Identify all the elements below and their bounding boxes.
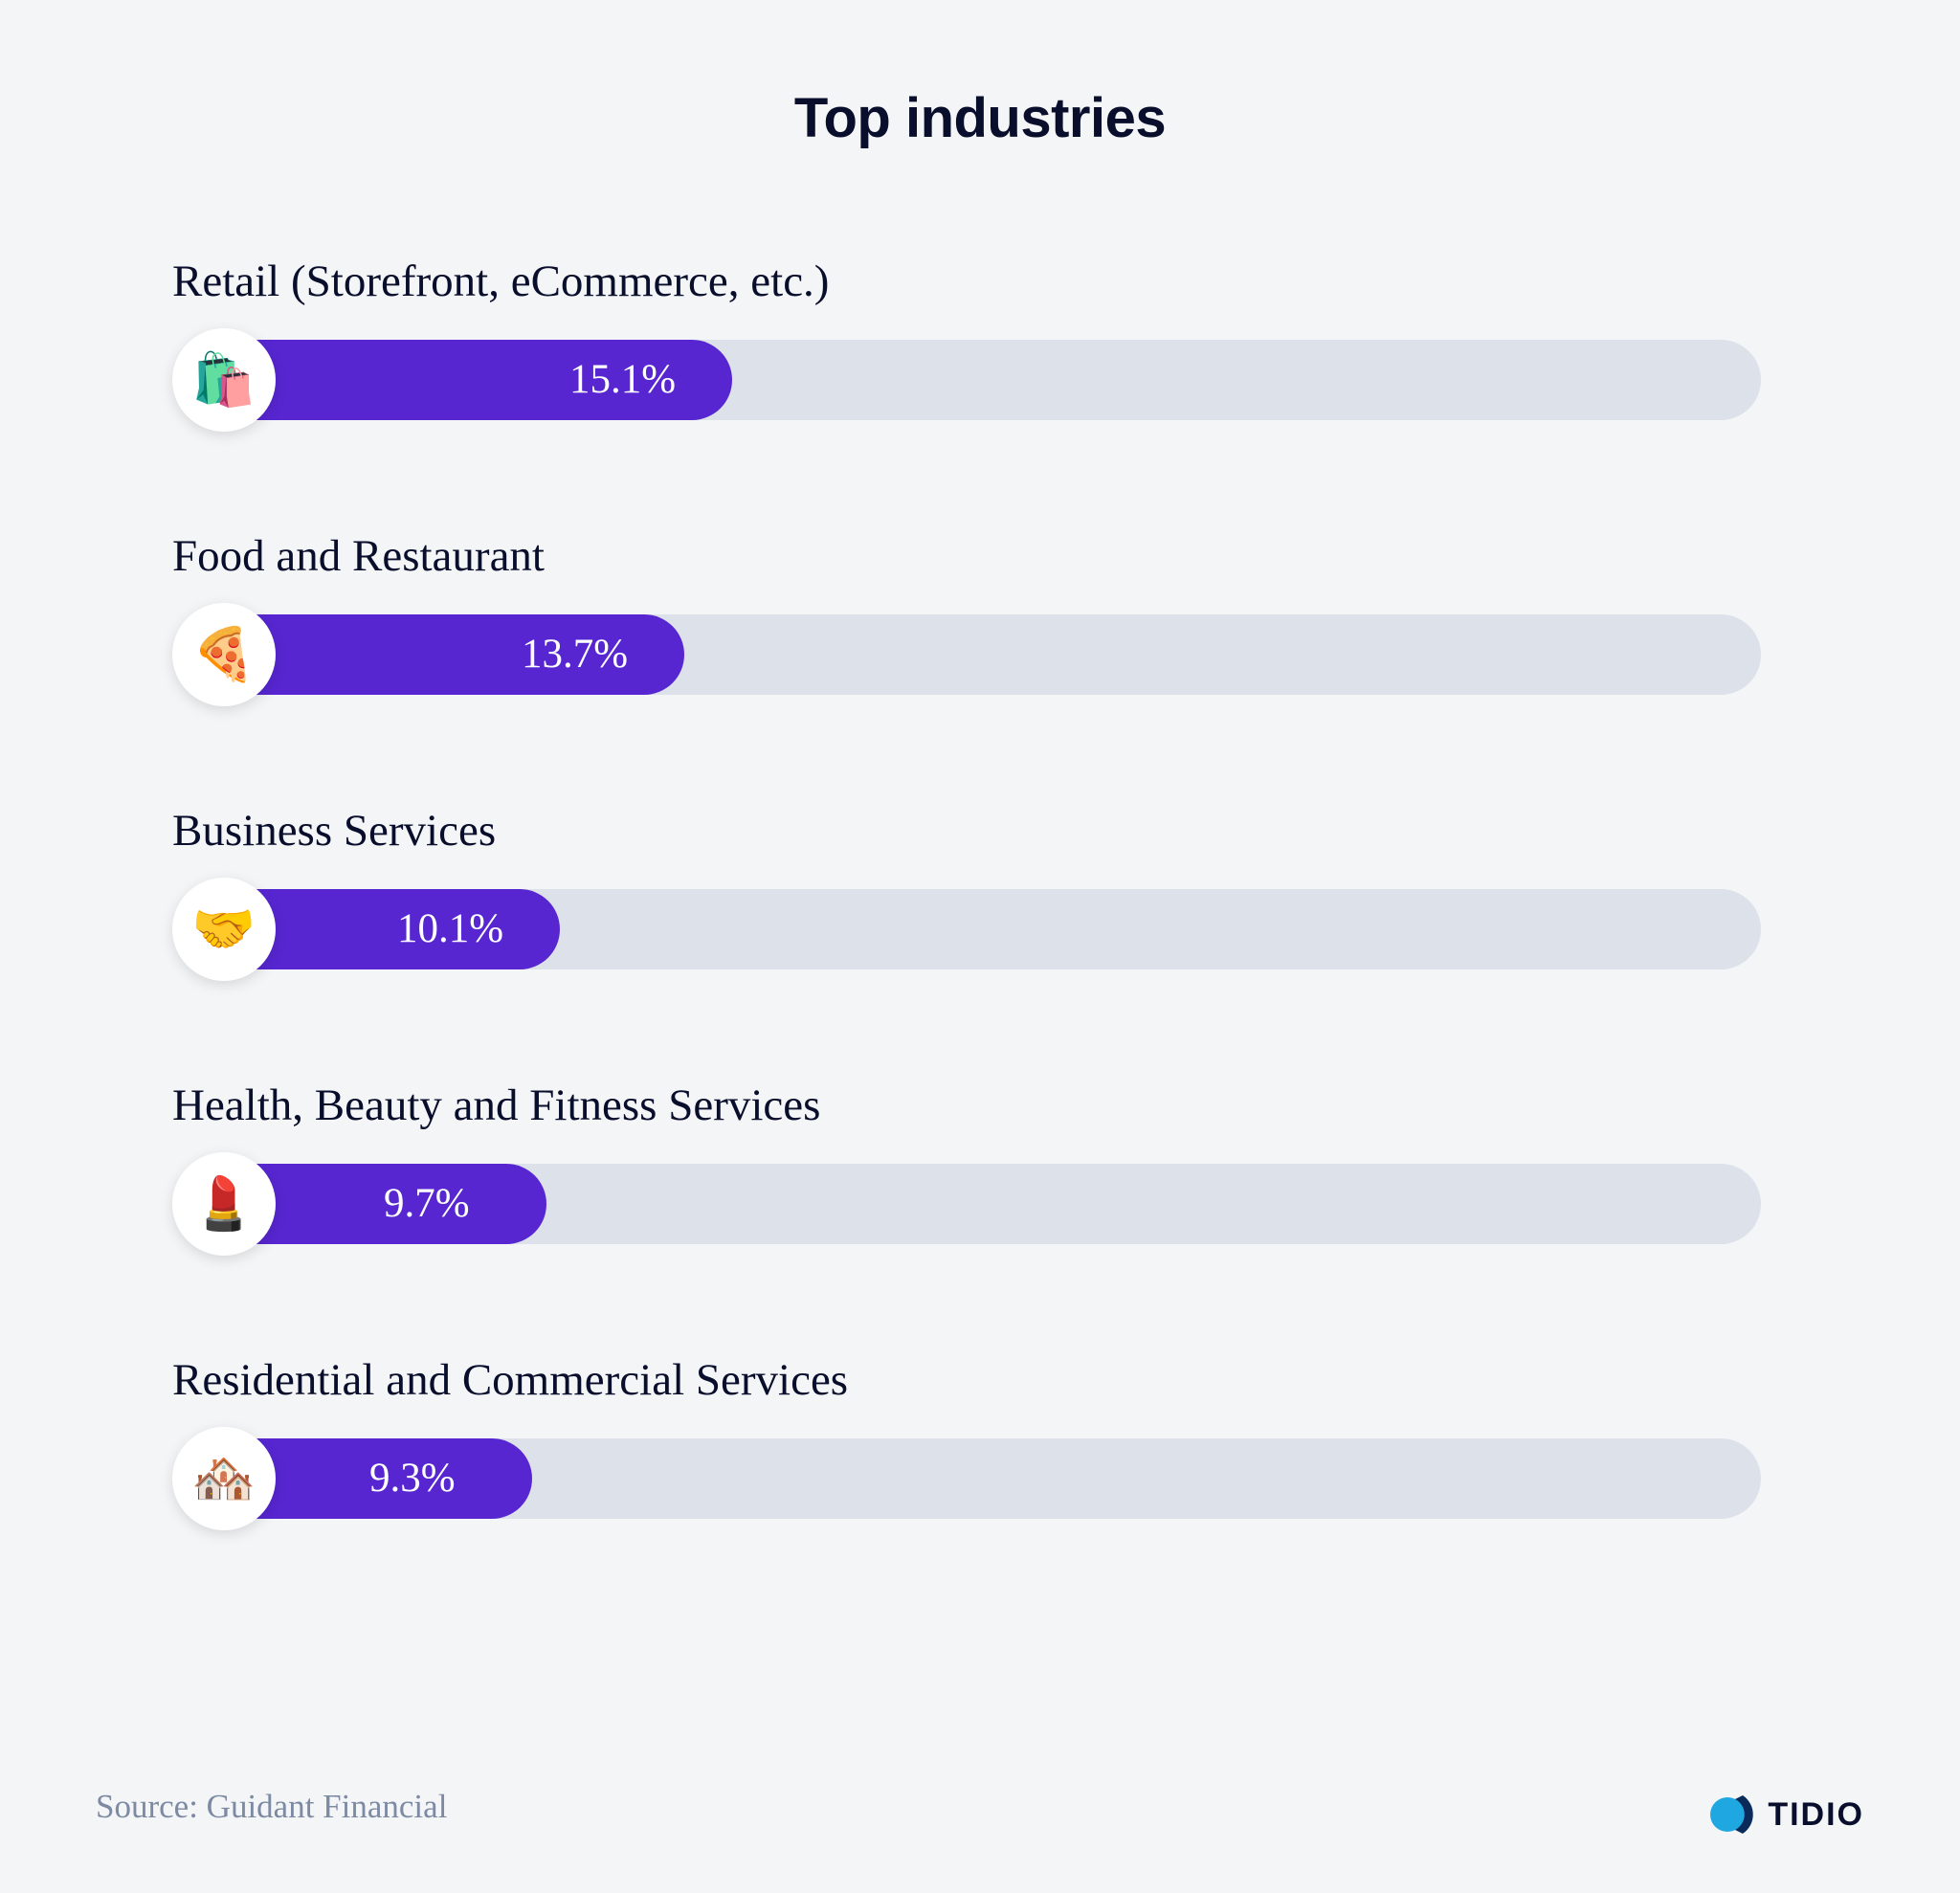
tidio-logo-icon [1708,1792,1754,1837]
row-label: Business Services [172,805,1788,857]
value-label: 13.7% [522,614,628,695]
chart-title: Top industries [96,86,1864,150]
bar-wrap: 💄9.7% [172,1164,1761,1244]
row-icon: 🍕 [172,603,276,706]
row-icon: 💄 [172,1152,276,1256]
row-label: Retail (Storefront, eCommerce, etc.) [172,256,1788,307]
chart-row: Retail (Storefront, eCommerce, etc.) 🛍️15… [172,256,1788,420]
bar-wrap: 🏘️9.3% [172,1438,1761,1519]
infographic-container: Top industries Retail (Storefront, eComm… [0,0,1960,1893]
value-label: 9.7% [384,1164,470,1244]
value-label: 10.1% [397,889,503,969]
value-label: 9.3% [369,1438,456,1519]
bar-wrap: 🛍️15.1% [172,340,1761,420]
chart-rows: Retail (Storefront, eCommerce, etc.)🛍️15… [96,256,1864,1519]
row-icon: 🤝 [172,878,276,981]
chart-row: Residential and Commercial Services 🏘️9.3… [172,1354,1788,1519]
row-icon: 🏘️ [172,1427,276,1530]
row-label: Health, Beauty and Fitness Services [172,1080,1788,1131]
chart-row: Food and Restaurant 🍕13.7% [172,530,1788,695]
source-text: Source: Guidant Financial [96,1788,447,1826]
row-label: Residential and Commercial Services [172,1354,1788,1406]
brand-text: TIDIO [1768,1796,1864,1834]
bar-wrap: 🤝10.1% [172,889,1761,969]
bar-wrap: 🍕13.7% [172,614,1761,695]
brand-logo: TIDIO [1708,1792,1864,1837]
chart-row: Business Services 🤝10.1% [172,805,1788,969]
value-label: 15.1% [569,340,676,420]
chart-row: Health, Beauty and Fitness Services 💄9.7% [172,1080,1788,1244]
row-label: Food and Restaurant [172,530,1788,582]
row-icon: 🛍️ [172,328,276,432]
